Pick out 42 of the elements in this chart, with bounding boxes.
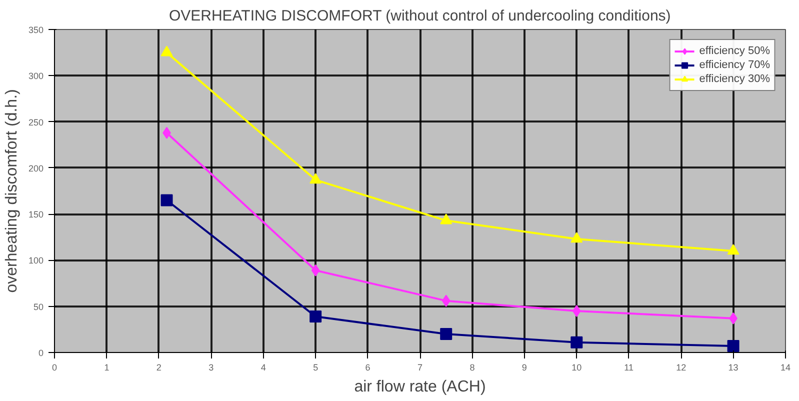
x-tick-label: 9 bbox=[522, 362, 527, 372]
point bbox=[440, 214, 452, 224]
point bbox=[160, 194, 173, 206]
y-tick-label: 200 bbox=[28, 163, 44, 174]
x-axis-title: air flow rate (ACH) bbox=[354, 378, 486, 396]
point bbox=[727, 244, 740, 255]
point bbox=[570, 232, 583, 243]
x-tick-label: 8 bbox=[470, 362, 475, 372]
y-tick-label: 250 bbox=[28, 117, 44, 128]
y-tick-label: 150 bbox=[28, 210, 44, 220]
x-tick-label: 0 bbox=[52, 362, 58, 372]
chart-title: OVERHEATING DISCOMFORT (without control of undercooling conditions) bbox=[168, 8, 671, 24]
y-axis-title: overheating discomfort (d.h.) bbox=[3, 89, 20, 293]
x-tick-label: 10 bbox=[572, 362, 582, 372]
y-tick-label: 350 bbox=[28, 25, 44, 35]
y-tick-label: 100 bbox=[28, 256, 44, 266]
legend-label: efficiency 50% bbox=[699, 44, 770, 58]
point bbox=[727, 340, 740, 352]
x-tick-label: 3 bbox=[208, 362, 214, 372]
y-tick-label: 50 bbox=[33, 302, 44, 312]
point bbox=[442, 294, 450, 307]
x-tick-label: 4 bbox=[260, 362, 266, 372]
x-tick-label: 11 bbox=[624, 362, 634, 372]
point bbox=[311, 264, 320, 276]
point bbox=[440, 328, 452, 340]
point bbox=[310, 173, 322, 184]
x-tick-label: 12 bbox=[676, 362, 686, 372]
point bbox=[570, 336, 583, 348]
legend-label: efficiency 30% bbox=[699, 72, 770, 86]
x-tick-label: 7 bbox=[417, 362, 423, 372]
x-tick-label: 2 bbox=[156, 362, 162, 372]
y-tick-label: 300 bbox=[28, 71, 44, 82]
point bbox=[310, 310, 322, 323]
x-tick-label: 5 bbox=[313, 362, 318, 372]
point bbox=[572, 304, 581, 317]
y-tick-label: 0 bbox=[38, 348, 44, 358]
x-tick-label: 13 bbox=[728, 362, 738, 372]
point bbox=[160, 46, 173, 56]
x-tick-label: 6 bbox=[365, 362, 370, 372]
legend-label: efficiency 70% bbox=[699, 58, 770, 72]
x-tick-label: 1 bbox=[104, 362, 110, 372]
x-tick-label: 14 bbox=[780, 362, 791, 372]
